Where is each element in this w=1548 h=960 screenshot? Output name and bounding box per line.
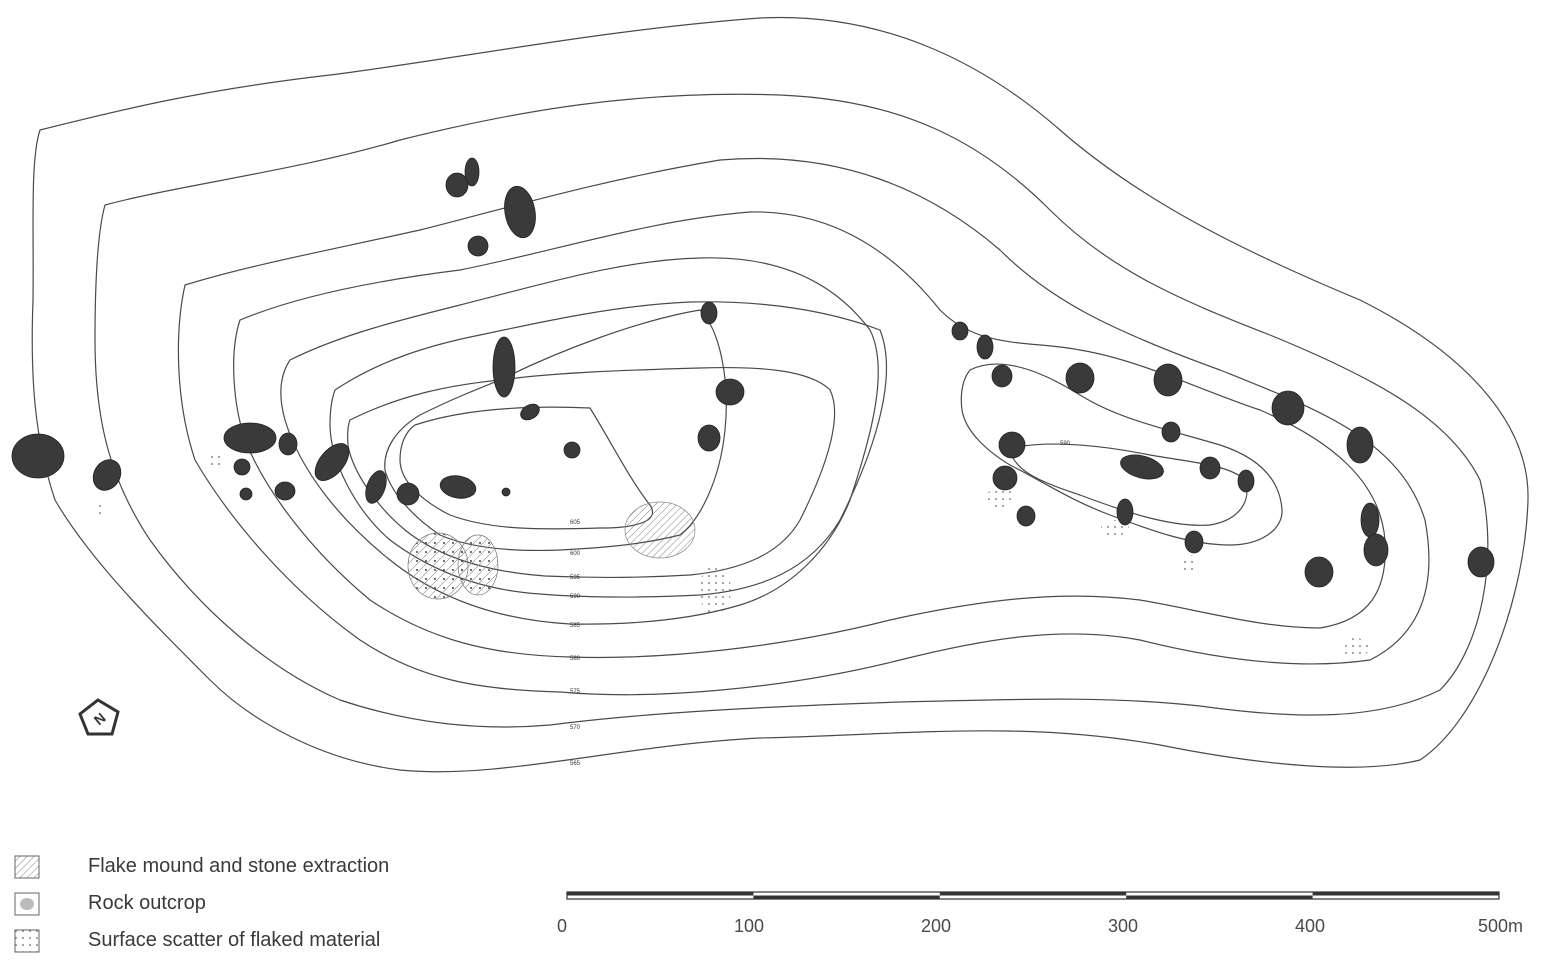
rock-outcrop (92, 459, 122, 491)
rock-outcrop (998, 431, 1026, 459)
contour-595 (347, 366, 836, 578)
rock-outcrop (520, 403, 540, 421)
flake-mound-swatch-icon (14, 855, 40, 878)
rock-outcrop (439, 475, 477, 499)
rock-outcrop (504, 185, 536, 239)
contour-600 (384, 309, 727, 552)
scale-label-0: 0 (556, 916, 568, 936)
contour-605 (399, 406, 653, 530)
rock-outcrop (445, 172, 469, 198)
scale-label-300: 300 (1107, 916, 1139, 936)
rock-outcrop (700, 301, 718, 325)
rock-outcrop (1271, 390, 1305, 426)
contour-585 (280, 257, 879, 625)
rock-outcrop (278, 432, 298, 456)
scale-label-500: 500m (1478, 916, 1524, 936)
contour-label-600: 600 (570, 551, 581, 557)
rock-outcrop (951, 321, 969, 341)
rock-outcrop (1016, 505, 1036, 527)
legend-item-flake-mound: Flake mound and stone extraction (14, 848, 494, 885)
legend-item-surface-scatter: Surface scatter of flaked material (14, 922, 494, 959)
rock-outcrop (1467, 546, 1495, 578)
rock-outcrop (1153, 363, 1183, 397)
rock-outcrops (11, 157, 1495, 588)
legend-label: Flake mound and stone extraction (88, 855, 390, 877)
contour-570 (94, 93, 1489, 728)
rock-outcrop (1184, 530, 1204, 554)
surface-scatter-area (1182, 555, 1198, 575)
rock-outcrop (223, 422, 277, 454)
rock-outcrop (563, 441, 581, 459)
rock-outcrop (1304, 556, 1334, 588)
rock-outcrop (697, 424, 721, 452)
contour-585-east (1009, 443, 1248, 526)
contour-label-605: 605 (570, 520, 581, 526)
rock-outcrop (239, 487, 253, 501)
rock-outcrop (991, 364, 1013, 388)
rock-outcrop (274, 481, 296, 501)
rock-outcrop (1237, 469, 1255, 493)
rock-outcrop (365, 470, 387, 504)
rock-outcrop (1360, 502, 1380, 538)
contour-565 (31, 16, 1529, 773)
rock-outcrop (492, 336, 516, 398)
contour-575 (177, 157, 1430, 696)
rock-outcrop (233, 458, 251, 476)
flake-mound-area (457, 534, 499, 596)
scale-label-200: 200 (920, 916, 952, 936)
contour-label-580: 580 (570, 656, 581, 662)
rock-outcrop (1346, 426, 1374, 464)
contour-label-570: 570 (570, 725, 581, 731)
legend-label: Surface scatter of flaked material (88, 929, 381, 951)
flake-mound-area (624, 501, 696, 559)
surface-scatter-area (986, 488, 1014, 508)
rock-outcrop (992, 465, 1018, 491)
legend: Flake mound and stone extraction Rock ou… (14, 848, 494, 959)
contour-590 (329, 301, 887, 598)
contour-label-565: 565 (570, 761, 581, 767)
rock-outcrop-swatch-icon (14, 892, 40, 915)
scale-bar (566, 891, 1500, 900)
scale-label-100: 100 (733, 916, 765, 936)
contour-label-595: 595 (570, 575, 581, 581)
rock-outcrop (1199, 456, 1221, 480)
surface-scatter-area (209, 452, 221, 468)
surface-scatter-area (1341, 638, 1369, 658)
rock-outcrop (11, 433, 65, 479)
rock-outcrop (976, 334, 994, 360)
contour-label-590-east: 590 (1060, 441, 1071, 447)
rock-outcrop (314, 443, 350, 481)
surface-scatter-area (94, 502, 106, 514)
surface-scatter-swatch-icon (14, 929, 40, 952)
legend-label: Rock outcrop (88, 892, 206, 914)
rock-outcrop (396, 482, 420, 506)
contour-label-575: 575 (570, 689, 581, 695)
surface-scatter-area (699, 566, 731, 614)
contour-label-590: 590 (570, 594, 581, 600)
rock-outcrop (1161, 421, 1181, 443)
rock-outcrop (501, 487, 511, 497)
contour-580 (233, 211, 1386, 659)
rock-outcrop (464, 157, 480, 187)
contour-label-585: 585 (570, 623, 581, 629)
rock-outcrop (715, 378, 745, 406)
rock-outcrop (1363, 533, 1389, 567)
rock-outcrop (467, 235, 489, 257)
contour-590-east (960, 363, 1283, 546)
rock-outcrop (1120, 454, 1164, 480)
legend-item-rock-outcrop: Rock outcrop (14, 885, 494, 922)
rock-outcrop (1065, 362, 1095, 394)
rock-outcrop (1116, 498, 1134, 526)
scale-label-400: 400 (1294, 916, 1326, 936)
north-arrow-icon: N (78, 698, 120, 736)
